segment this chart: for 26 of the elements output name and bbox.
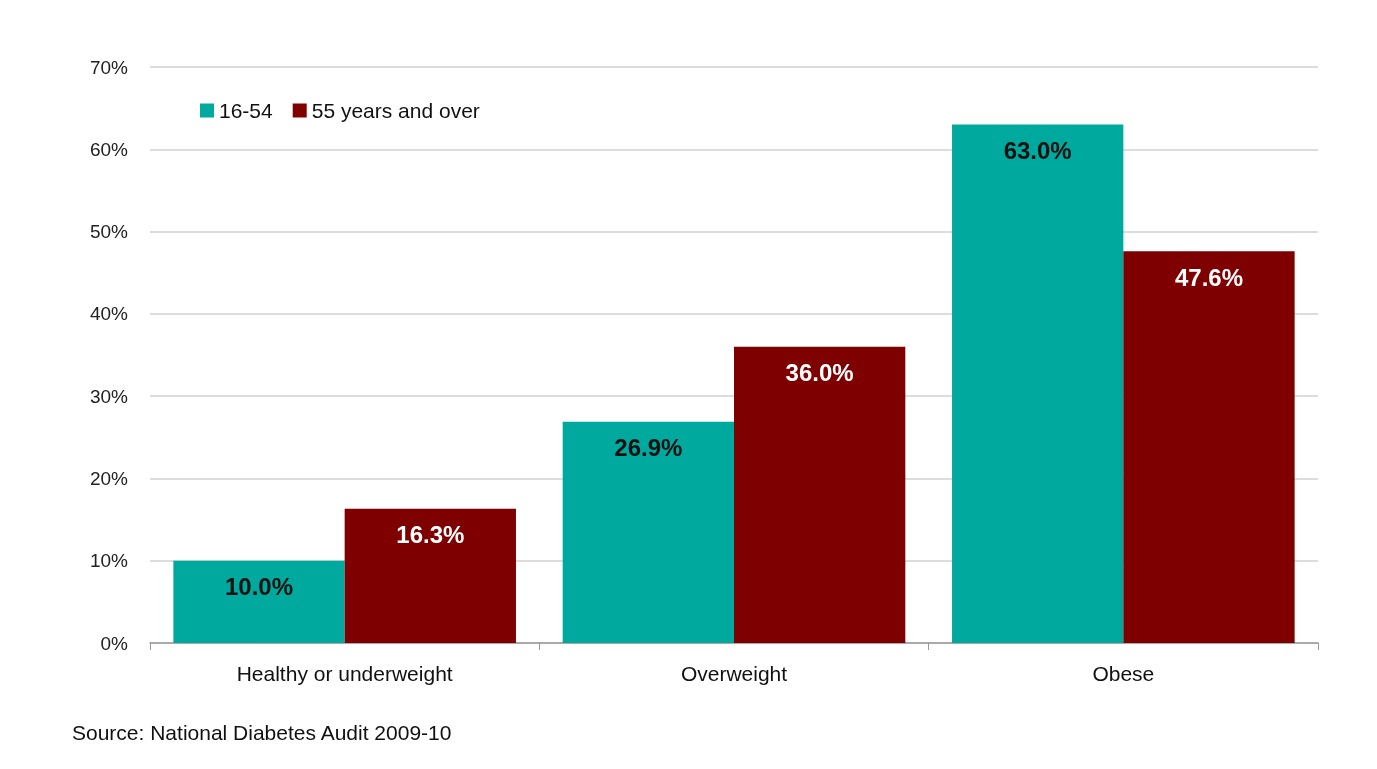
bar bbox=[344, 508, 516, 643]
bar bbox=[173, 560, 345, 643]
bar bbox=[562, 421, 734, 643]
x-tick-label: Overweight bbox=[680, 662, 788, 685]
y-tick-label: 50% bbox=[89, 221, 129, 243]
source-note: Source: National Diabetes Audit 2009-10 bbox=[72, 721, 452, 744]
bar bbox=[1123, 251, 1295, 643]
y-tick-label: 70% bbox=[89, 56, 129, 78]
legend-label: 55 years and over bbox=[311, 99, 480, 122]
bar bbox=[734, 346, 906, 643]
data-label: 10.0% bbox=[224, 573, 294, 601]
y-tick-label: 0% bbox=[100, 632, 129, 654]
x-tick-label: Healthy or underweight bbox=[236, 662, 453, 685]
data-label: 36.0% bbox=[785, 359, 854, 387]
y-tick-label: 60% bbox=[89, 138, 129, 160]
data-label: 63.0% bbox=[1003, 137, 1072, 165]
bar bbox=[952, 124, 1124, 643]
data-label: 47.6% bbox=[1174, 263, 1244, 291]
y-tick-label: 30% bbox=[89, 385, 129, 407]
data-label: 26.9% bbox=[614, 434, 683, 462]
legend-label: 16-54 bbox=[219, 99, 274, 122]
y-tick-label: 40% bbox=[89, 303, 129, 325]
y-tick-label: 10% bbox=[89, 550, 129, 572]
x-tick-label: Obese bbox=[1092, 662, 1155, 685]
data-label: 16.3% bbox=[396, 521, 465, 549]
y-tick-label: 20% bbox=[89, 467, 129, 489]
